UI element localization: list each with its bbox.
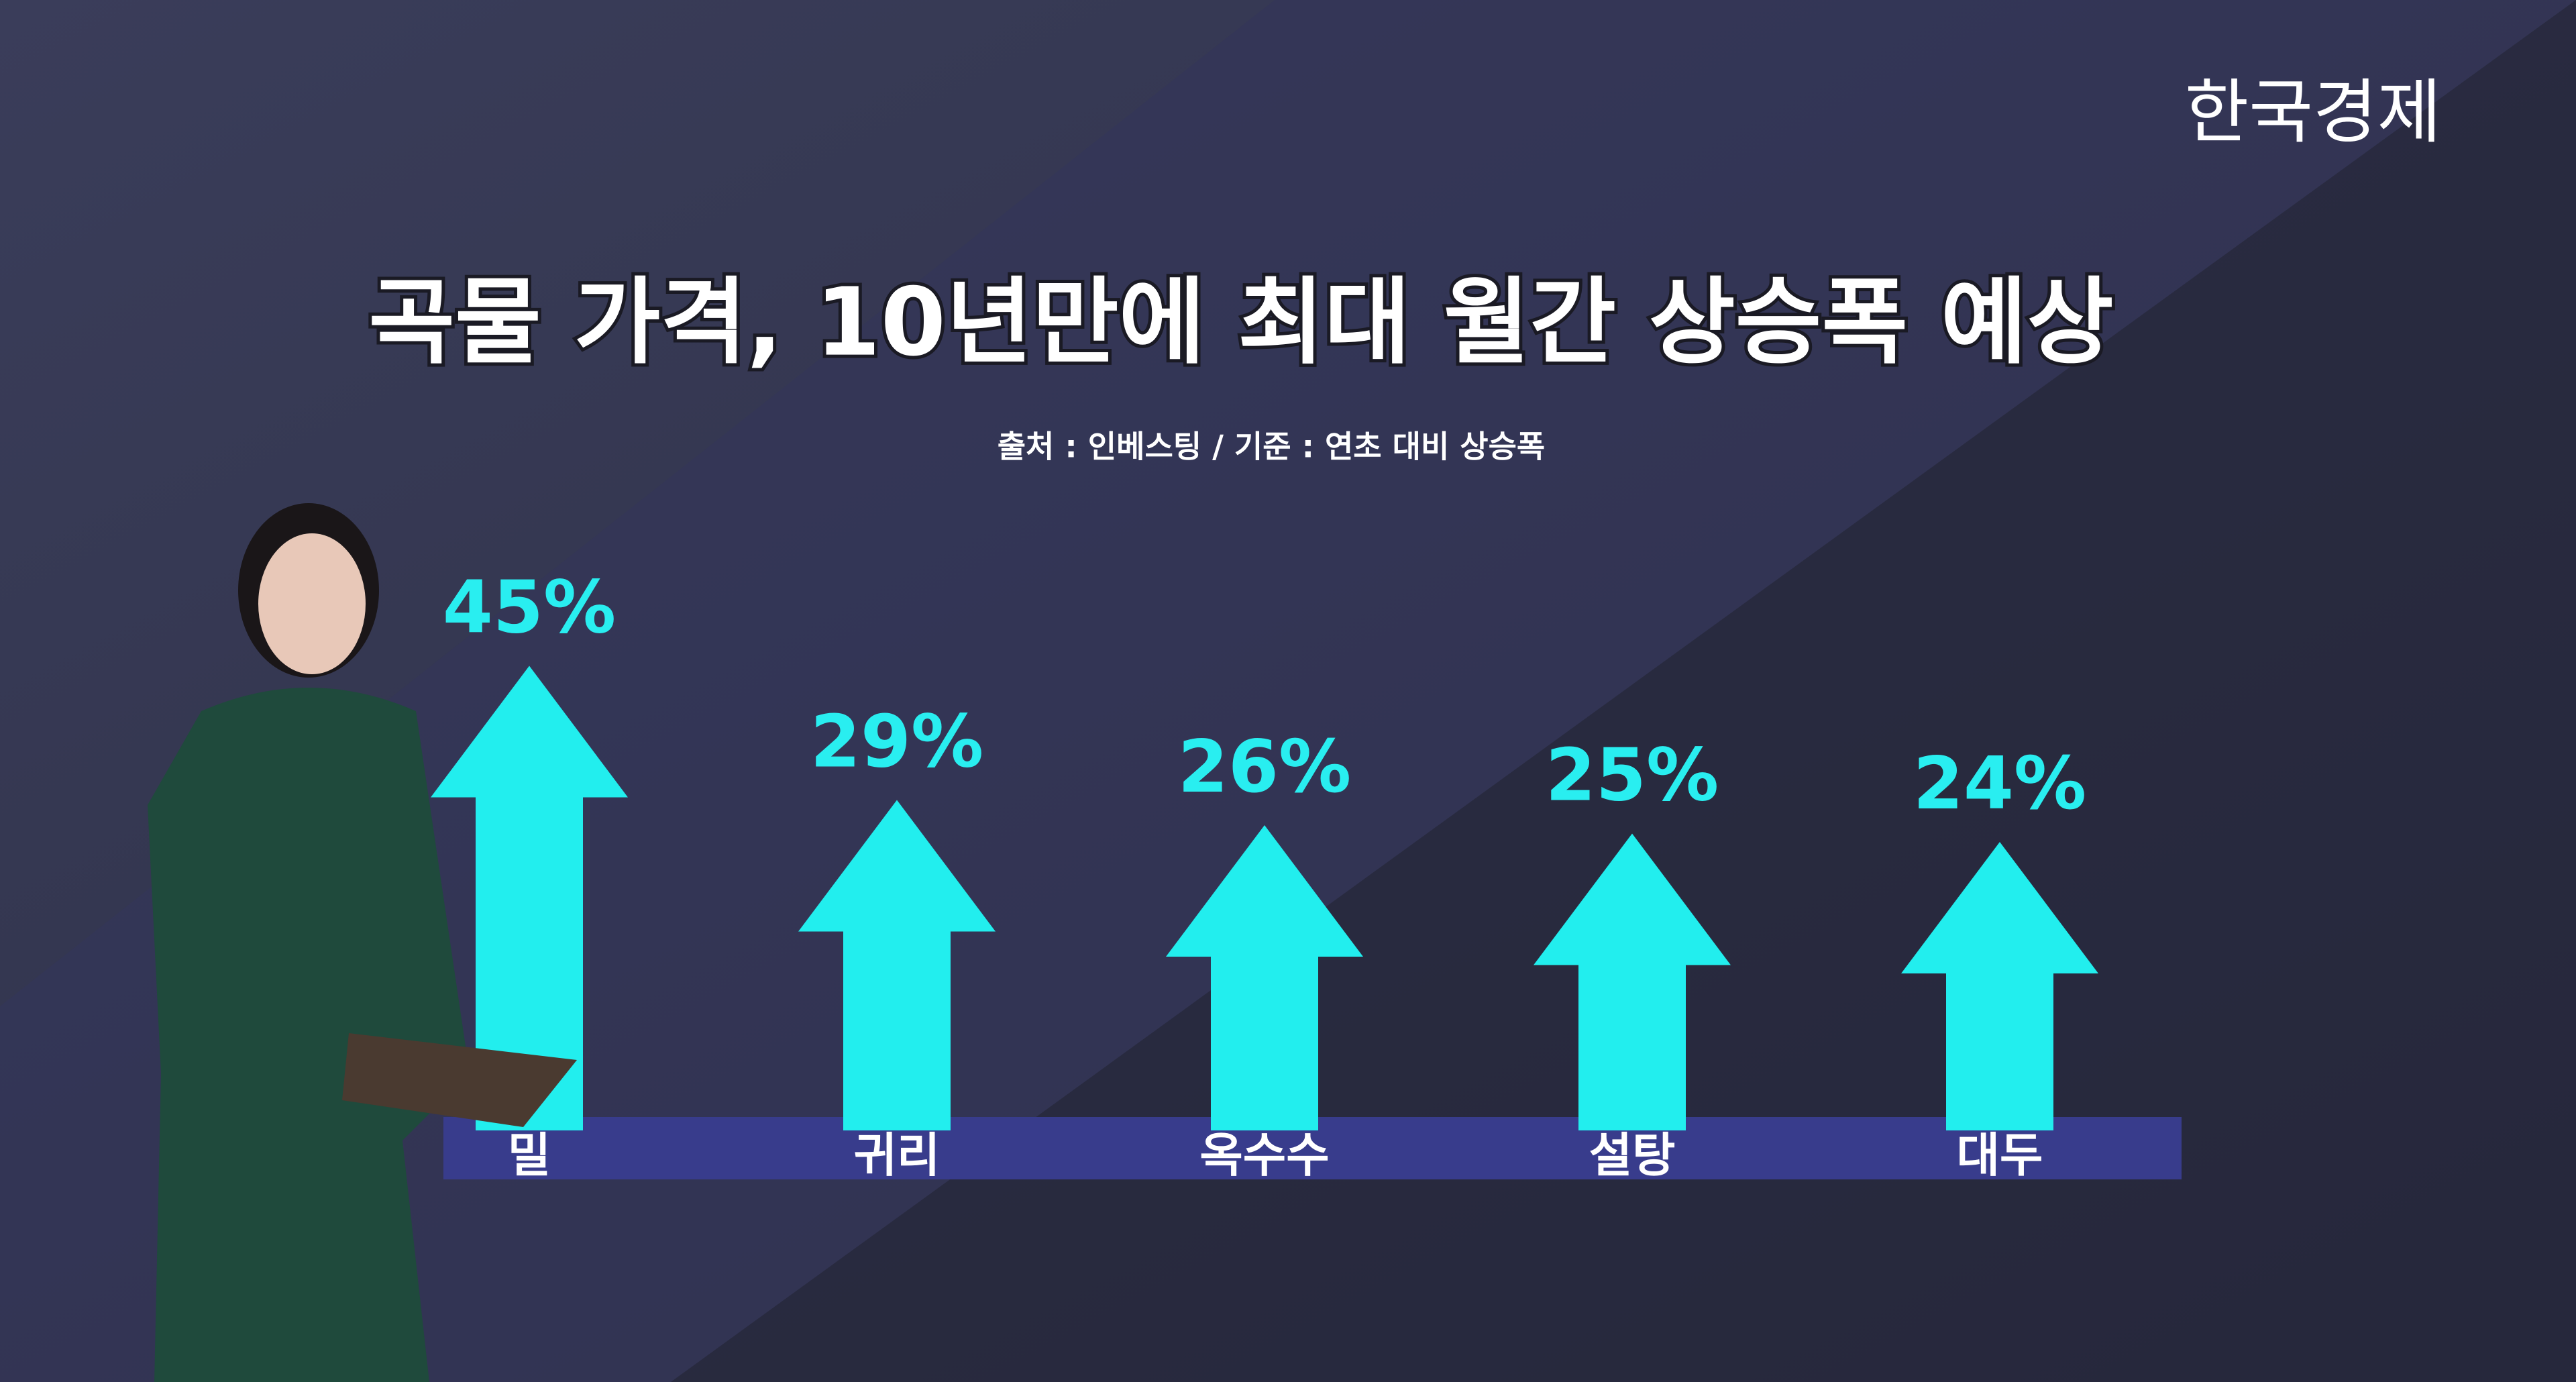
x-tick-label: 귀리 <box>854 1128 941 1183</box>
presenter <box>148 503 577 1382</box>
logo: 한국경제 <box>2185 71 2442 153</box>
value-label: 45% <box>443 566 616 649</box>
value-label: 26% <box>1178 725 1352 809</box>
value-label: 29% <box>810 700 984 784</box>
arrow-bar <box>1901 842 2098 1130</box>
arrow-bar <box>431 666 628 1130</box>
presenter-body <box>148 688 470 1382</box>
background-shade <box>671 0 2576 1382</box>
marks <box>431 666 2098 1130</box>
x-tick-label: 설탕 <box>1589 1128 1676 1183</box>
arrow-bar <box>1534 833 1731 1130</box>
chart-subtitle: 출처 : 인베스팅 / 기준 : 연초 대비 상승폭 <box>998 429 1546 465</box>
presenter-tablet <box>342 1033 577 1127</box>
value-label: 25% <box>1546 733 1719 817</box>
arrow-bar <box>1166 825 1363 1130</box>
presenter-face <box>258 533 366 674</box>
x-tick-label: 옥수수 <box>1199 1128 1329 1183</box>
arrow-bar <box>798 800 996 1130</box>
x-tick-label: 밀 <box>508 1128 551 1183</box>
x-tick-label: 대두 <box>1957 1128 2043 1183</box>
chart-title: 곡물 가격, 10년만에 최대 월간 상승폭 예상 <box>368 268 2113 378</box>
value-label: 24% <box>1913 742 2087 826</box>
